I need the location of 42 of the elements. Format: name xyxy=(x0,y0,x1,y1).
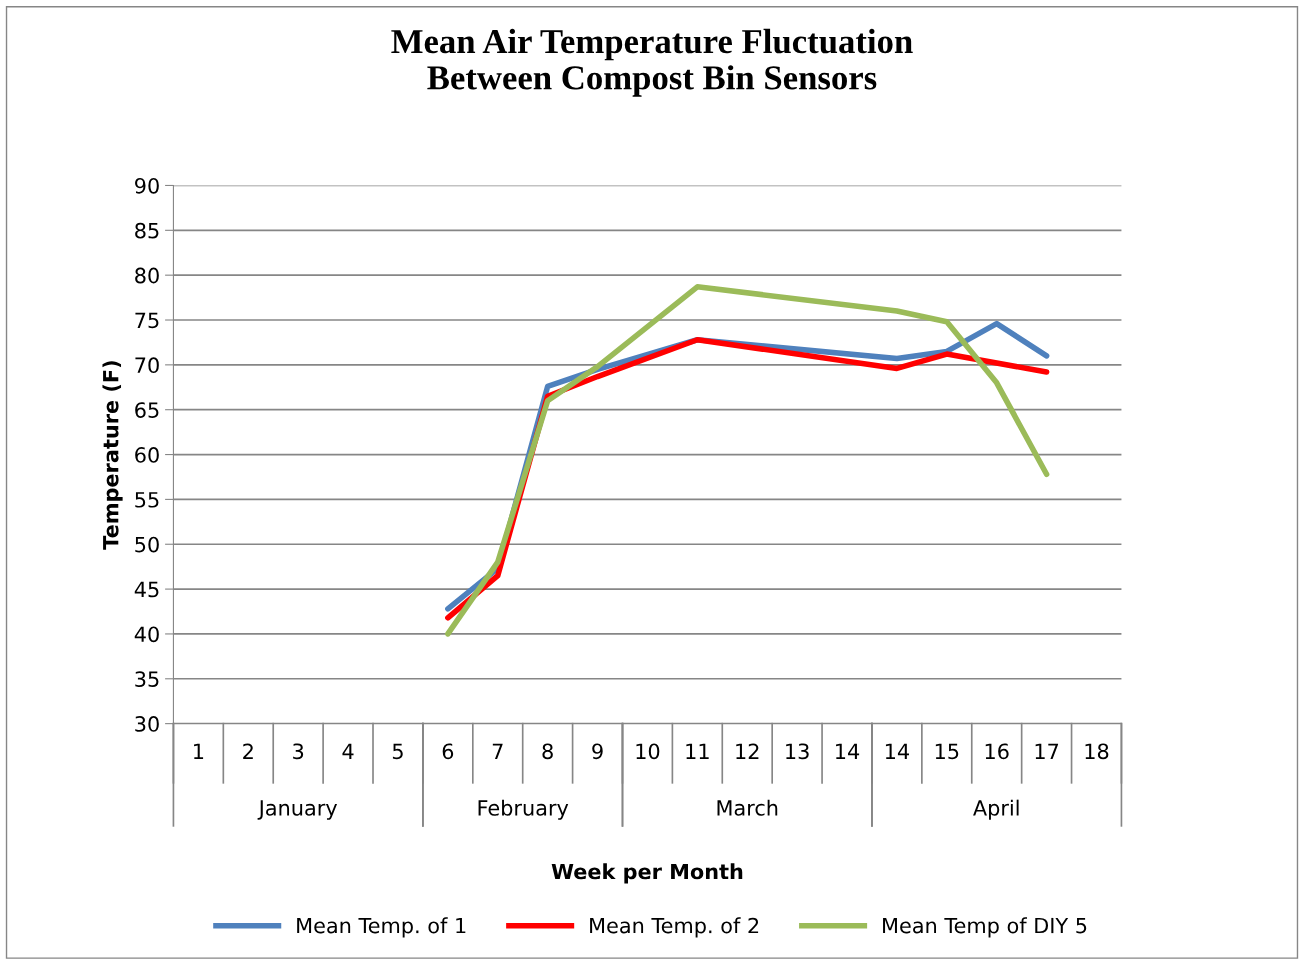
legend-label: Mean Temp. of 1 xyxy=(297,917,466,938)
x-tick-label: 14 xyxy=(836,743,860,759)
y-tick-label: 60 xyxy=(135,447,159,463)
y-tick-label: 40 xyxy=(134,626,159,643)
x-tick-label: 1 xyxy=(194,743,204,759)
x-tick-label: 9 xyxy=(592,743,603,760)
y-axis-title: Temperature (F) xyxy=(102,361,123,550)
x-tick-label: 8 xyxy=(542,743,553,760)
x-axis-title: Week per Month xyxy=(551,863,743,884)
y-tick-label: 80 xyxy=(135,267,159,284)
x-tick-label: 16 xyxy=(985,743,1009,760)
y-tick-label: 50 xyxy=(135,536,159,553)
x-tick-label: 13 xyxy=(786,743,809,760)
x-tick-label: 14 xyxy=(885,743,909,759)
x-tick-label: 7 xyxy=(492,743,503,759)
x-tick-label: 18 xyxy=(1085,743,1109,760)
legend-label: Mean Temp. of 2 xyxy=(590,917,759,938)
x-tick-label: 2 xyxy=(243,743,253,759)
y-tick-label: 55 xyxy=(135,492,159,508)
text: April xyxy=(973,799,1019,820)
legend-label: Mean Temp of DIY 5 xyxy=(883,917,1087,938)
x-tick-label: 4 xyxy=(342,743,354,759)
x-tick-label: 15 xyxy=(935,743,959,760)
x-tick-label: 5 xyxy=(392,743,403,760)
y-tick-label: 70 xyxy=(135,357,159,374)
text: March xyxy=(717,799,778,816)
x-tick-label: 11 xyxy=(686,743,709,759)
chart-title: Mean Air Temperature Fluctuation Between Compost Bin Sensors xyxy=(391,28,913,97)
text: January xyxy=(257,800,338,820)
y-tick-label: 65 xyxy=(135,402,159,418)
x-tick-label: 17 xyxy=(1035,743,1059,759)
text: February xyxy=(478,799,569,820)
y-tick-label: 90 xyxy=(135,177,159,194)
x-tick-label: 6 xyxy=(442,743,454,760)
y-tick-label: 85 xyxy=(135,222,159,239)
x-tick-label: 12 xyxy=(736,743,759,759)
y-tick-label: 30 xyxy=(135,716,159,732)
y-tick-label: 75 xyxy=(135,312,159,329)
y-tick-label: 35 xyxy=(135,671,159,687)
y-tick-label: 45 xyxy=(134,581,159,598)
x-tick-label: 10 xyxy=(636,743,660,760)
x-tick-label: 3 xyxy=(293,743,304,760)
